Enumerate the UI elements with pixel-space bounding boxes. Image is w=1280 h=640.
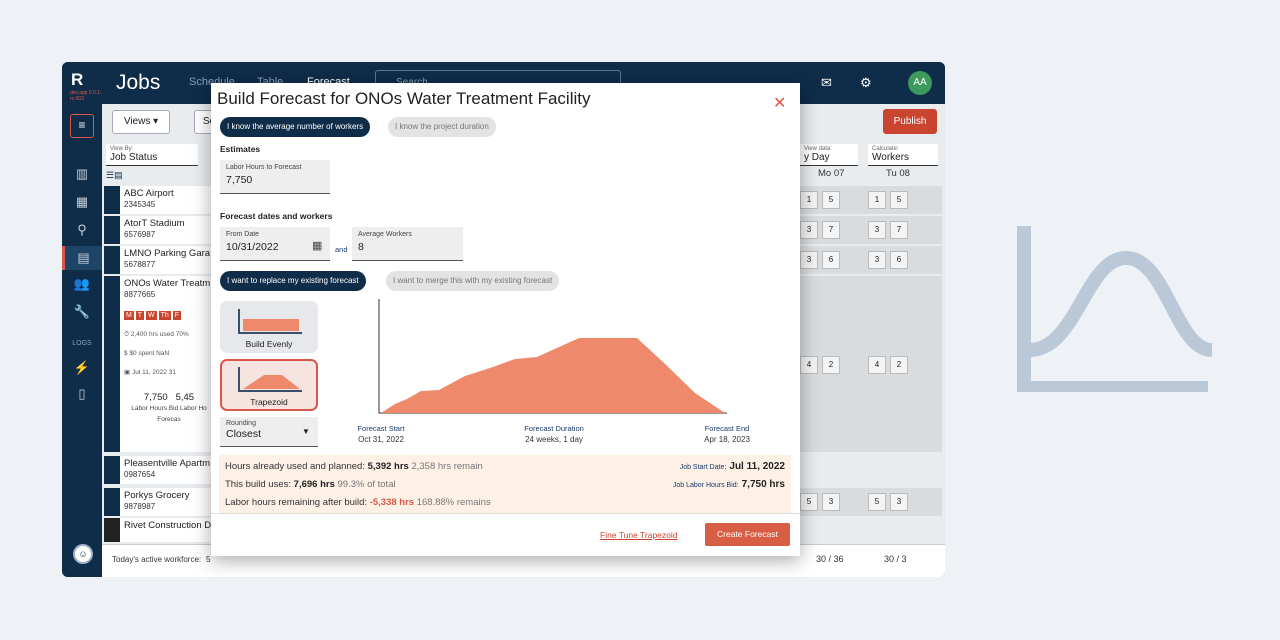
page-title: Jobs bbox=[116, 71, 161, 94]
calendar-icon[interactable]: ▦ bbox=[312, 240, 323, 252]
user-avatar-icon[interactable]: ☺ bbox=[73, 544, 93, 564]
workforce-value: 5 bbox=[206, 555, 211, 564]
views-dropdown[interactable]: Views ▾ bbox=[112, 110, 170, 134]
total-cell: 30 / 3 bbox=[884, 554, 907, 564]
forecast-summary: Hours already used and planned: 5,392 hr… bbox=[219, 455, 791, 513]
list-item[interactable]: ABC Airport 2345345 bbox=[104, 186, 214, 214]
views-label: Views bbox=[123, 116, 151, 127]
calculate-select[interactable]: Calculate: Workers bbox=[868, 144, 938, 166]
forecast-chart bbox=[378, 299, 727, 414]
logs-label: LOGS bbox=[72, 340, 92, 347]
view-data-value: y Day bbox=[804, 152, 830, 163]
dialog-footer: Fine Tune Trapezoid Create Forecast bbox=[211, 513, 800, 556]
list-item[interactable]: Pleasentville Apartm 0987654 bbox=[104, 456, 214, 484]
mail-icon[interactable]: ✉ bbox=[821, 75, 832, 90]
list-item[interactable]: ONOs Water Treatm 8877665 M T W Th F ⏱ 2,… bbox=[104, 276, 214, 452]
chart-icon[interactable]: ▥ bbox=[75, 166, 89, 181]
trapezoid-icon bbox=[238, 367, 302, 392]
table-icon[interactable]: ▦ bbox=[75, 194, 89, 209]
start-date: ▣ Jul 11, 2022 31 bbox=[124, 369, 176, 376]
jobs-icon[interactable]: ▤ bbox=[62, 246, 102, 270]
app-logo: R bbox=[71, 70, 84, 89]
people-icon[interactable]: 👥 bbox=[73, 276, 91, 291]
dates-heading: Forecast dates and workers bbox=[220, 211, 333, 221]
from-date-field[interactable]: From Date 10/31/2022 ▦ bbox=[220, 227, 330, 261]
chevron-down-icon: ▼ bbox=[302, 427, 310, 436]
estimates-heading: Estimates bbox=[220, 144, 261, 154]
wrench-icon[interactable]: 🔧 bbox=[73, 304, 91, 319]
mode-duration-pill[interactable]: I know the project duration bbox=[388, 117, 496, 137]
mode-workers-pill[interactable]: I know the average number of workers bbox=[220, 117, 371, 137]
avatar[interactable]: AA bbox=[908, 71, 932, 95]
average-workers-field[interactable]: Average Workers 8 bbox=[352, 227, 463, 261]
labor-hours-field[interactable]: Labor Hours to Forecast 7,750 bbox=[220, 160, 330, 194]
replace-forecast-pill[interactable]: I want to replace my existing forecast bbox=[220, 271, 366, 291]
list-item[interactable]: LMNO Parking Gara 5678877 bbox=[104, 246, 214, 274]
hours-used: ⏱ 2,400 hrs used 70% bbox=[124, 331, 189, 338]
close-icon[interactable]: ✕ bbox=[773, 95, 787, 112]
bolt-icon[interactable]: ⚡ bbox=[73, 360, 91, 375]
forecast-start: Forecast Start Oct 31, 2022 bbox=[357, 424, 405, 444]
view-by-value: Job Status bbox=[110, 152, 158, 163]
app-version: dev.app 0.0.1-rc.003 bbox=[70, 90, 102, 102]
rounding-select[interactable]: Rounding Closest ▼ bbox=[220, 417, 318, 447]
weekday-chips: M T W Th F bbox=[124, 311, 181, 320]
trapezoid-option[interactable]: Trapezoid bbox=[220, 359, 318, 411]
workforce-label: Today's active workforce: bbox=[112, 555, 202, 564]
forecast-duration: Forecast Duration 24 weeks, 1 day bbox=[524, 424, 584, 444]
list-item[interactable]: Rivet Construction D bbox=[104, 518, 214, 542]
list-item[interactable]: AtorT Stadium 6576987 bbox=[104, 216, 214, 244]
job-labor-bid: Job Labor Hours Bid: 7,750 hrs bbox=[672, 479, 785, 490]
job-start-date: Job Start Date: Jul 11, 2022 bbox=[679, 461, 785, 472]
spent: $ $0 spent NaN bbox=[124, 350, 170, 357]
bid-labels: Labor Hours Bid Labor Ho Forecas bbox=[131, 405, 207, 423]
brand-logo-icon bbox=[1017, 226, 1212, 392]
day-header: Tu 08 bbox=[886, 168, 910, 179]
view-data-select[interactable]: View data: y Day bbox=[800, 144, 858, 166]
build-evenly-option[interactable]: Build Evenly bbox=[220, 301, 318, 353]
view-by-select[interactable]: View By: Job Status bbox=[106, 144, 198, 166]
dialog-title: Build Forecast for ONOs Water Treatment … bbox=[217, 89, 591, 108]
total-cell: 30 / 36 bbox=[816, 554, 844, 564]
fine-tune-button[interactable]: Fine Tune Trapezoid bbox=[600, 530, 678, 540]
publish-button[interactable]: Publish bbox=[883, 109, 937, 134]
extinguisher-icon[interactable]: ▯ bbox=[78, 386, 86, 401]
calculate-label: Calculate: bbox=[872, 146, 899, 152]
forecast-end: Forecast End Apr 18, 2023 bbox=[704, 424, 750, 444]
side-rail: R dev.app 0.0.1-rc.003 ≡ ▥ ▦ ⚲ ▤ 👥 🔧 LOG… bbox=[62, 62, 102, 577]
create-forecast-button[interactable]: Create Forecast bbox=[705, 523, 790, 546]
calculate-value: Workers bbox=[872, 152, 910, 163]
location-icon[interactable]: ⚲ bbox=[77, 222, 87, 237]
day-header: Mo 07 bbox=[818, 168, 845, 179]
list-item[interactable]: Porkys Grocery 9878987 bbox=[104, 488, 214, 516]
view-by-label: View By: bbox=[110, 146, 134, 152]
build-evenly-icon bbox=[238, 309, 302, 334]
and-label: and bbox=[335, 245, 348, 254]
summary-build: This build uses: 7,696 hrs 99.3% of tota… bbox=[225, 479, 396, 490]
add-icon[interactable]: ≡ bbox=[70, 114, 94, 138]
bid-stats: 7,750 5,45 bbox=[143, 392, 195, 403]
gear-icon[interactable]: ⚙ bbox=[860, 75, 872, 90]
summary-remaining: Labor hours remaining after build: -5,33… bbox=[225, 497, 491, 508]
summary-used: Hours already used and planned: 5,392 hr… bbox=[225, 461, 483, 472]
build-forecast-dialog: Build Forecast for ONOs Water Treatment … bbox=[211, 83, 800, 556]
merge-forecast-pill[interactable]: I want to merge this with my existing fo… bbox=[386, 271, 560, 291]
view-data-label: View data: bbox=[804, 146, 832, 152]
list-view-icon[interactable]: ☰▤ bbox=[106, 170, 123, 180]
